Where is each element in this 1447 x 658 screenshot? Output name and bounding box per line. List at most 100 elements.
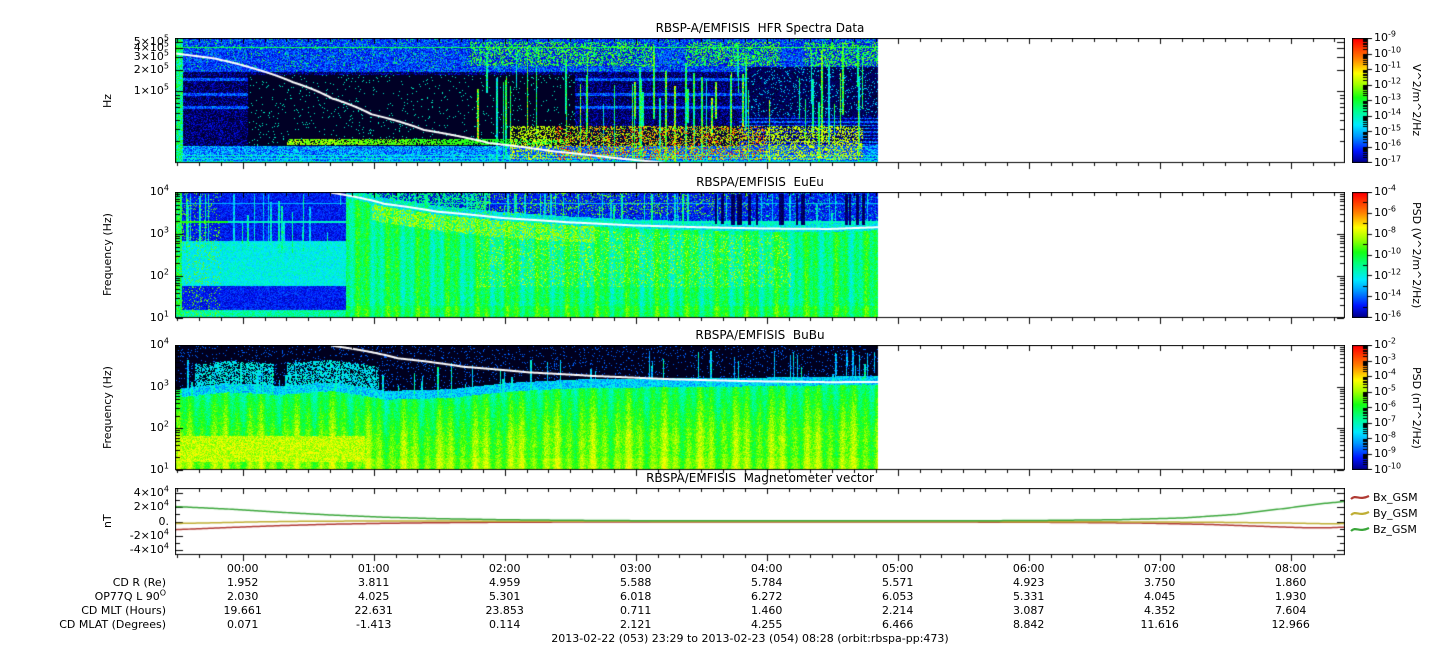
colorbar-tick-label: 10-13 (1374, 91, 1402, 107)
y-tick-label: 2×105 (133, 61, 169, 76)
y-axis-label-euu: Frequency (Hz) (101, 213, 114, 297)
colorbar-tick-label: 10-10 (1374, 461, 1402, 476)
legend-label: Bx_GSM (1373, 490, 1418, 504)
y-tick-label: 3×105 (133, 48, 169, 64)
ephemeris-value: 6.466 (881, 618, 914, 631)
y-tick-label: 4×104 (133, 484, 169, 499)
magnetometer-plot-canvas (175, 488, 1345, 563)
ephemeris-value: 5.331 (1012, 590, 1045, 603)
ephemeris-value: 2.121 (619, 618, 652, 631)
time-tick-label: 04:00 (750, 562, 783, 575)
ephemeris-value: 6.272 (750, 590, 783, 603)
legend-line-sample-icon (1350, 526, 1370, 532)
ephemeris-value: 4.959 (488, 576, 521, 589)
ephemeris-value: 2.030 (226, 590, 259, 603)
ephemeris-value: 4.025 (357, 590, 390, 603)
ephemeris-value: 11.616 (1140, 618, 1179, 631)
colorbar-tick-label: 10-12 (1374, 76, 1402, 91)
legend-line-sample-icon (1350, 510, 1370, 516)
y-tick-label: 103 (149, 378, 169, 393)
colorbar-tick-label: 10-9 (1374, 445, 1396, 461)
ephemeris-row-label: OP77Q L 90O (94, 588, 166, 603)
y-tick-label: 103 (149, 225, 169, 240)
ephemeris-value: 0.071 (226, 618, 259, 631)
colorbar-tick-label: 10-16 (1374, 309, 1402, 324)
legend-item-Bx_GSM: Bx_GSM (1350, 489, 1418, 505)
colorbar-tick-label: 10-4 (1374, 367, 1396, 383)
y-axis-label-bubu: Frequency (Hz) (101, 366, 114, 449)
ephemeris-value: 4.045 (1143, 590, 1176, 603)
ephemeris-value: 4.255 (750, 618, 783, 631)
hfr-spectrogram-canvas (175, 38, 1345, 171)
time-tick-label: 01:00 (357, 562, 390, 575)
y-tick-label: 102 (149, 267, 169, 282)
bubu-spectrogram-canvas (175, 345, 1345, 478)
y-tick-label: 2×104 (133, 498, 169, 514)
colorbar-tick-label: 10-10 (1374, 246, 1402, 261)
colorbar-tick-label: 10-7 (1374, 414, 1396, 430)
y-tick-label: 101 (149, 309, 169, 324)
euu-spectrogram-canvas (175, 192, 1345, 326)
ephemeris-value: 1.860 (1274, 576, 1307, 589)
hfr-colorbar-unit: V^2/m^2/Hz (1410, 64, 1423, 137)
ephemeris-row-label: CD MLAT (Degrees) (59, 618, 166, 631)
time-tick-label: 07:00 (1143, 562, 1176, 575)
ephemeris-value: 5.588 (619, 576, 652, 589)
y-tick-label: 102 (149, 419, 169, 435)
colorbar-tick-label: 10-6 (1374, 204, 1396, 219)
legend-label: Bz_GSM (1373, 522, 1417, 536)
colorbar-tick-label: 10-8 (1374, 430, 1396, 445)
colorbar-tick-label: 10-10 (1374, 44, 1402, 60)
ephemeris-value: 4.923 (1012, 576, 1045, 589)
panel-title-bubu: RBSPA/EMFISIS BuBu (695, 328, 825, 342)
time-tick-label: 06:00 (1012, 562, 1045, 575)
colorbar-tick-label: 10-5 (1374, 383, 1396, 398)
colorbar-tick-label: 10-14 (1374, 288, 1402, 303)
ephemeris-value: 1.930 (1274, 590, 1307, 603)
ephemeris-value: 8.842 (1012, 618, 1045, 631)
euu-colorbar (1352, 192, 1376, 318)
panel-title-euu: RBSPA/EMFISIS EuEu (696, 175, 824, 189)
y-tick-label: 0. (158, 514, 170, 528)
colorbar-tick-label: 10-14 (1374, 107, 1402, 123)
ephemeris-row-label: CD R (Re) (112, 576, 166, 589)
y-tick-label: 1×105 (133, 82, 169, 98)
ephemeris-value: 1.460 (750, 604, 783, 617)
colorbar-tick-label: 10-2 (1374, 336, 1396, 351)
ephemeris-value: 0.114 (488, 618, 521, 631)
time-range-caption: 2013-02-22 (053) 23:29 to 2013-02-23 (05… (551, 632, 949, 645)
magnetometer-legend: Bx_GSM By_GSM Bz_GSM (1350, 489, 1418, 537)
ephemeris-value: 2.214 (881, 604, 914, 617)
legend-item-By_GSM: By_GSM (1350, 505, 1418, 521)
ephemeris-value: 3.811 (357, 576, 390, 589)
y-tick-label: 5×105 (133, 32, 169, 48)
euu-colorbar-unit: PSD (V^2/m^2/Hz) (1410, 201, 1423, 309)
colorbar-tick-label: 10-12 (1374, 267, 1402, 282)
time-tick-label: 00:00 (226, 562, 259, 575)
ephemeris-value: 19.661 (223, 604, 262, 617)
y-tick-label: 104 (149, 183, 169, 198)
bubu-colorbar (1352, 345, 1376, 470)
ephemeris-value: 23.853 (485, 604, 524, 617)
ephemeris-value: 5.571 (881, 576, 914, 589)
y-tick-label: 4×105 (133, 39, 169, 55)
colorbar-tick-label: 10-17 (1374, 154, 1402, 169)
colorbar-tick-label: 10-11 (1374, 60, 1402, 76)
bubu-colorbar-unit: PSD (nT^2/Hz) (1410, 366, 1423, 449)
colorbar-tick-label: 10-4 (1374, 183, 1396, 198)
ephemeris-value: 7.604 (1274, 604, 1307, 617)
colorbar-tick-label: 10-16 (1374, 138, 1402, 154)
time-tick-label: 05:00 (881, 562, 914, 575)
y-tick-label: 101 (149, 461, 169, 476)
y-tick-label: 104 (149, 336, 169, 351)
colorbar-tick-label: 10-3 (1374, 351, 1396, 367)
legend-item-Bz_GSM: Bz_GSM (1350, 521, 1418, 537)
y-tick-label: -2×104 (129, 527, 169, 542)
time-tick-label: 08:00 (1274, 562, 1307, 575)
ephemeris-value: 3.750 (1143, 576, 1176, 589)
panel-title-hfr: RBSP-A/EMFISIS HFR Spectra Data (655, 21, 865, 35)
legend-label: By_GSM (1373, 506, 1418, 520)
ephemeris-value: 0.711 (619, 604, 652, 617)
time-tick-label: 03:00 (619, 562, 652, 575)
